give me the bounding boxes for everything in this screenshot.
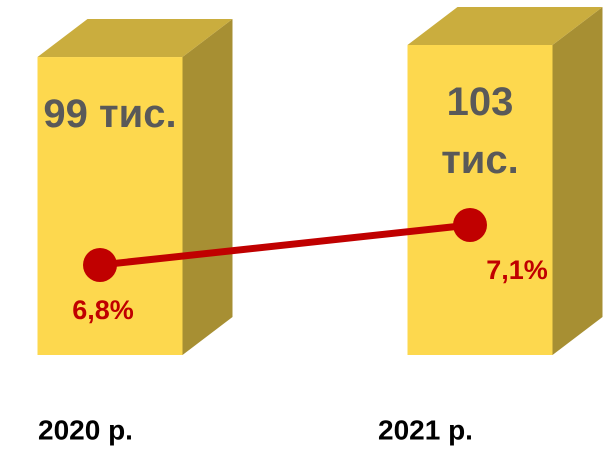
line-value-label: 6,8% [72, 295, 134, 325]
bar [407, 45, 553, 355]
line [99, 221, 471, 269]
line-value-label: 7,1% [486, 255, 548, 285]
x-tick-label: 2020 р. [38, 414, 133, 445]
bar-side [552, 7, 603, 355]
line-point [453, 208, 487, 242]
bar-top [37, 19, 233, 58]
line-point [83, 248, 117, 282]
bar-value-label: 103 тис. [441, 80, 519, 182]
bar-side [182, 19, 233, 355]
bar-top [407, 7, 603, 45]
bar-value-label: 99 тис. [43, 92, 177, 137]
bar [37, 57, 183, 356]
x-tick-label: 2021 р. [378, 414, 473, 445]
